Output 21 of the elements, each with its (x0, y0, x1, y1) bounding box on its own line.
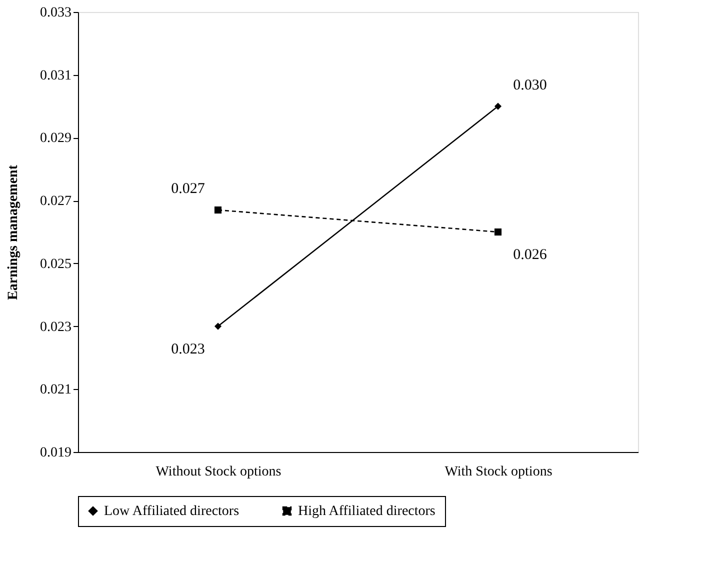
y-tick-label: 0.029 (40, 131, 72, 146)
y-tick-label: 0.019 (40, 446, 72, 460)
data-label: 0.027 (171, 181, 206, 197)
point (494, 102, 502, 110)
y-tick-label: 0.027 (40, 194, 72, 210)
y-tick-label: 0.023 (40, 320, 72, 335)
point (214, 206, 222, 214)
legend-label: High Affiliated directors (298, 504, 436, 519)
data-label: 0.023 (171, 341, 205, 358)
y-tick-label: 0.033 (40, 6, 72, 20)
y-tick-label: 0.025 (40, 256, 72, 272)
x-tick-label: Without Stock options (156, 464, 282, 480)
data-label: 0.026 (513, 247, 548, 263)
y-axis-title: Earnings management (6, 164, 21, 300)
legend-label: Low Affiliated directors (104, 504, 240, 519)
point (214, 322, 222, 330)
data-label: 0.030 (513, 77, 547, 94)
point (494, 228, 502, 236)
y-tick-label: 0.021 (40, 382, 72, 398)
x-tick-label: With Stock options (444, 464, 552, 480)
y-tick-label: 0.031 (40, 68, 72, 84)
